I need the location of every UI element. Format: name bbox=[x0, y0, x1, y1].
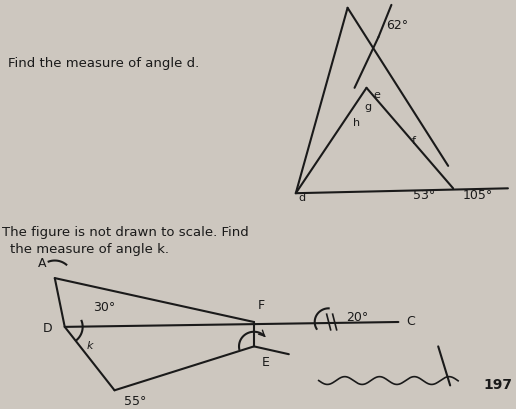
Text: f: f bbox=[411, 137, 415, 146]
Text: 53°: 53° bbox=[413, 189, 436, 202]
Text: The figure is not drawn to scale. Find: The figure is not drawn to scale. Find bbox=[2, 226, 249, 239]
Text: D: D bbox=[43, 322, 53, 335]
Text: g: g bbox=[364, 102, 372, 112]
Text: 105°: 105° bbox=[463, 189, 493, 202]
Text: E: E bbox=[262, 356, 270, 369]
Text: e: e bbox=[374, 90, 380, 100]
Text: 197: 197 bbox=[483, 378, 512, 392]
Text: A: A bbox=[38, 257, 47, 270]
Text: 55°: 55° bbox=[124, 395, 147, 408]
Text: k: k bbox=[87, 342, 93, 351]
Text: 20°: 20° bbox=[347, 310, 369, 324]
Text: C: C bbox=[406, 315, 415, 328]
Text: 30°: 30° bbox=[92, 301, 115, 314]
Text: Find the measure of angle d.: Find the measure of angle d. bbox=[8, 57, 199, 70]
Text: F: F bbox=[258, 299, 265, 312]
Text: the measure of angle k.: the measure of angle k. bbox=[10, 243, 169, 256]
Text: 62°: 62° bbox=[386, 19, 409, 32]
Text: h: h bbox=[352, 118, 360, 128]
Text: d: d bbox=[299, 193, 306, 203]
